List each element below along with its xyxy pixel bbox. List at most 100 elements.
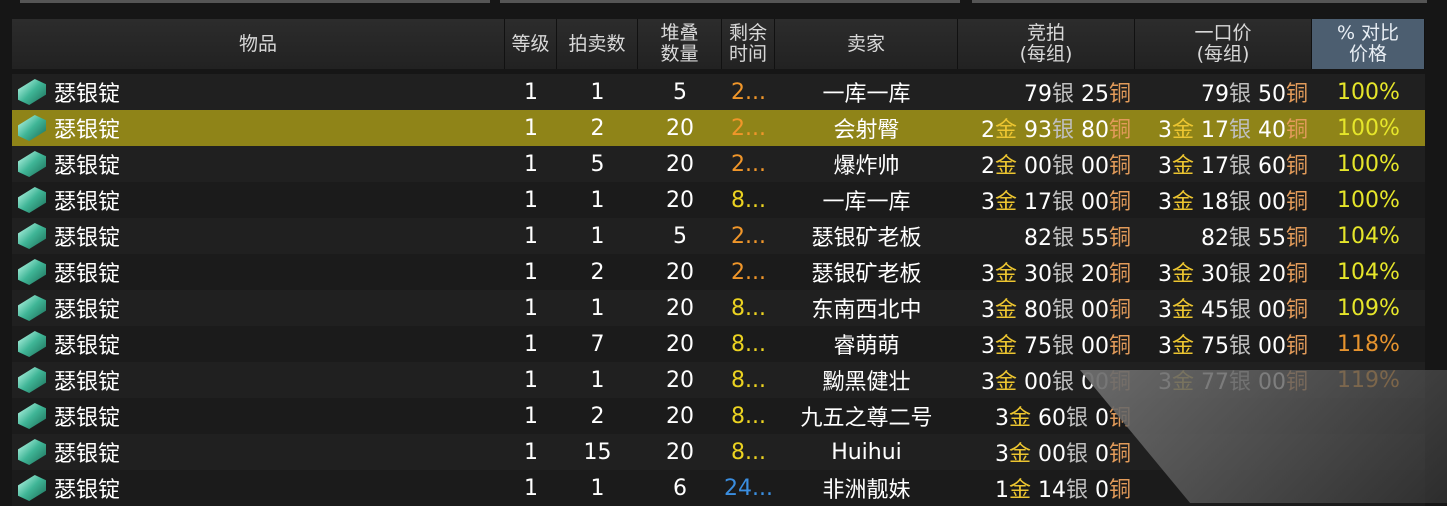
column-header-item[interactable]: 物品 — [12, 19, 505, 69]
copper-amount: 00 — [1257, 190, 1286, 215]
stack-cell: 20 — [666, 439, 694, 465]
gold-unit: 金 — [994, 334, 1017, 359]
stack-cell: 5 — [673, 79, 687, 105]
copper-amount: 80 — [1080, 118, 1109, 143]
gold-unit: 金 — [994, 262, 1017, 287]
silver-amount: 82 — [1200, 226, 1229, 251]
copper-amount: 60 — [1257, 154, 1286, 179]
table-row[interactable]: 瑟银锭 1 1 20 8... 一库一库 3金 17银 00铜 3金 18银 0… — [12, 182, 1425, 218]
item-name[interactable]: 瑟银锭 — [54, 442, 121, 467]
item-name[interactable]: 瑟银锭 — [54, 154, 121, 179]
copper-unit: 铜 — [1285, 82, 1308, 107]
silver-amount: 75 — [1200, 334, 1229, 359]
table-row[interactable]: 瑟银锭 1 2 20 2... 瑟银矿老板 3金 30银 20铜 3金 30银 … — [12, 254, 1425, 290]
gold-unit: 金 — [994, 190, 1017, 215]
price-percent-cell: 118% — [1337, 331, 1400, 357]
silver-unit: 银 — [1065, 478, 1088, 503]
item-cell: 瑟银锭 — [12, 328, 505, 360]
seller-cell: 瑟银矿老板 — [811, 226, 922, 251]
column-header-level[interactable]: 等级 — [505, 19, 557, 69]
copper-amount: 55 — [1080, 226, 1109, 251]
column-header-count[interactable]: 拍卖数 — [557, 19, 638, 69]
silver-amount: 18 — [1200, 190, 1229, 215]
item-name[interactable]: 瑟银锭 — [54, 370, 121, 395]
count-cell: 1 — [590, 295, 605, 321]
count-cell: 1 — [590, 79, 605, 105]
count-cell: 2 — [590, 259, 605, 285]
item-cell: 瑟银锭 — [12, 112, 505, 144]
item-name[interactable]: 瑟银锭 — [54, 226, 121, 251]
filter-bar[interactable] — [500, 0, 960, 3]
item-cell: 瑟银锭 — [12, 76, 505, 108]
gold-unit: 金 — [1171, 334, 1194, 359]
copper-amount: 40 — [1257, 118, 1286, 143]
table-row[interactable]: 瑟银锭 1 7 20 8... 睿萌萌 3金 75银 00铜 3金 75银 00… — [12, 326, 1425, 362]
thorium-bar-icon — [18, 151, 46, 177]
seller-cell: Huihui — [831, 439, 902, 465]
thorium-bar-icon — [18, 295, 46, 321]
column-header-seller[interactable]: 卖家 — [775, 19, 958, 69]
table-row[interactable]: 瑟银锭 1 2 20 2... 会射臀 2金 93银 80铜 3金 17银 40… — [12, 110, 1425, 146]
column-header-bid[interactable]: 竞拍 (每组) — [958, 19, 1135, 69]
gold-unit: 金 — [1171, 118, 1194, 143]
item-name[interactable]: 瑟银锭 — [54, 190, 121, 215]
buyout-cell: 3金 30银 20铜 — [1135, 256, 1312, 288]
gold-unit: 金 — [1171, 262, 1194, 287]
filter-bar-2[interactable] — [972, 0, 1427, 3]
thorium-bar-icon — [18, 187, 46, 213]
copper-unit: 铜 — [1108, 154, 1131, 179]
copper-amount: 00 — [1257, 334, 1286, 359]
item-name[interactable]: 瑟银锭 — [54, 406, 121, 431]
stack-cell: 5 — [673, 223, 687, 249]
column-header-buyout[interactable]: 一口价 (每组) — [1135, 19, 1312, 69]
silver-amount: 60 — [1037, 406, 1066, 431]
copper-amount: 00 — [1080, 298, 1109, 323]
column-header-stack[interactable]: 堆叠 数量 — [638, 19, 722, 69]
column-header-pct[interactable]: % 对比 价格 — [1312, 19, 1425, 69]
time-left-cell: 8... — [731, 331, 766, 357]
item-cell: 瑟银锭 — [12, 400, 505, 432]
silver-unit: 银 — [1051, 298, 1074, 323]
item-cell: 瑟银锭 — [12, 472, 505, 504]
table-row[interactable]: 瑟银锭 1 5 20 2... 爆炸帅 2金 00银 00铜 3金 17银 60… — [12, 146, 1425, 182]
count-cell: 15 — [583, 439, 612, 465]
silver-unit: 银 — [1228, 226, 1251, 251]
price-percent-cell: 104% — [1337, 223, 1400, 249]
stack-cell: 20 — [666, 295, 694, 321]
thorium-bar-icon — [18, 403, 46, 429]
item-cell: 瑟银锭 — [12, 256, 505, 288]
thorium-bar-icon — [18, 367, 46, 393]
copper-unit: 铜 — [1285, 262, 1308, 287]
item-name[interactable]: 瑟银锭 — [54, 118, 121, 143]
table-row[interactable]: 瑟银锭 1 1 5 2... 瑟银矿老板 82银 55铜 82银 55铜 104… — [12, 218, 1425, 254]
count-cell: 2 — [590, 115, 605, 141]
level-cell: 1 — [524, 439, 538, 465]
level-cell: 1 — [524, 115, 538, 141]
silver-unit: 银 — [1051, 118, 1074, 143]
copper-unit: 铜 — [1108, 190, 1131, 215]
silver-unit: 银 — [1228, 190, 1251, 215]
copper-amount: 0 — [1094, 442, 1109, 467]
silver-amount: 14 — [1037, 478, 1066, 503]
gold-amount: 3 — [1157, 154, 1172, 179]
column-header-time[interactable]: 剩余 时间 — [722, 19, 775, 69]
table-row[interactable]: 瑟银锭 1 1 5 2... 一库一库 79银 25铜 79银 50铜 100% — [12, 74, 1425, 110]
price-percent-cell: 109% — [1337, 295, 1400, 321]
copper-unit: 铜 — [1108, 478, 1131, 503]
item-name[interactable]: 瑟银锭 — [54, 478, 121, 503]
search-bar[interactable] — [20, 0, 490, 3]
seller-cell: 九五之尊二号 — [800, 406, 933, 431]
buyout-cell: 3金 18银 00铜 — [1135, 184, 1312, 216]
time-left-cell: 8... — [731, 403, 766, 429]
item-name[interactable]: 瑟银锭 — [54, 298, 121, 323]
seller-cell: 会射臀 — [833, 118, 900, 143]
item-name[interactable]: 瑟银锭 — [54, 82, 121, 107]
gold-unit: 金 — [994, 298, 1017, 323]
item-name[interactable]: 瑟银锭 — [54, 262, 121, 287]
silver-unit: 银 — [1051, 226, 1074, 251]
item-name[interactable]: 瑟银锭 — [54, 334, 121, 359]
silver-unit: 银 — [1228, 118, 1251, 143]
table-row[interactable]: 瑟银锭 1 1 20 8... 东南西北中 3金 80银 00铜 3金 45银 … — [12, 290, 1425, 326]
level-cell: 1 — [524, 259, 538, 285]
copper-unit: 铜 — [1108, 82, 1131, 107]
